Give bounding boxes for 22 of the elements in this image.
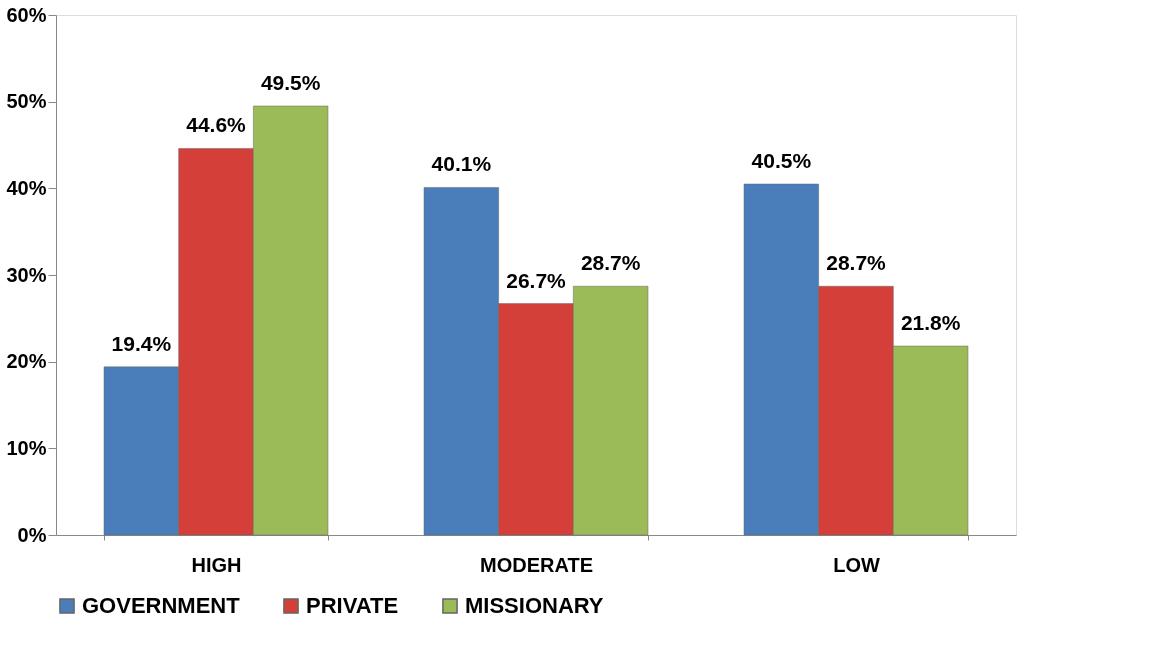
- y-tick-label: 60%: [6, 3, 47, 26]
- x-tick-label: HIGH: [191, 553, 242, 576]
- y-tick-label: 40%: [6, 176, 47, 199]
- legend-label: GOVERNMENT: [82, 593, 241, 618]
- legend-label: MISSIONARY: [465, 593, 604, 618]
- data-label: 28.7%: [580, 251, 641, 275]
- data-label: 21.8%: [900, 311, 961, 335]
- y-tick-label: 50%: [6, 90, 47, 113]
- y-tick-label: 30%: [6, 263, 47, 286]
- data-label: 40.1%: [431, 152, 492, 176]
- data-label: 26.7%: [506, 268, 567, 292]
- data-label: 19.4%: [111, 331, 172, 355]
- y-tick-label: 20%: [6, 350, 47, 373]
- x-tick-label: LOW: [833, 553, 880, 576]
- data-label: 28.7%: [826, 251, 887, 275]
- data-label: 49.5%: [260, 71, 321, 94]
- y-tick-label: 0%: [17, 523, 47, 546]
- data-label: 40.5%: [751, 149, 812, 172]
- x-tick-label: MODERATE: [480, 553, 593, 576]
- data-label: 44.6%: [186, 113, 247, 137]
- y-tick-label: 10%: [6, 436, 47, 459]
- legend-label: PRIVATE: [306, 593, 399, 618]
